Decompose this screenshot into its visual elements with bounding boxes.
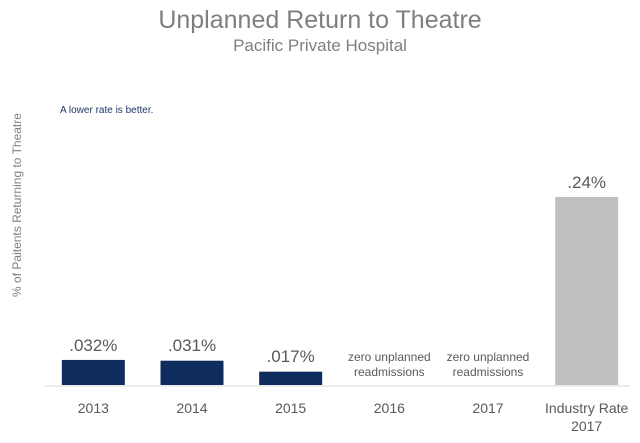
x-tick-label: 2017 xyxy=(472,400,504,416)
x-tick-label: 2015 xyxy=(275,400,307,416)
value-label: .24% xyxy=(567,172,607,192)
value-note: zero unplanned readmissions xyxy=(446,350,530,379)
x-tick-label: 2014 xyxy=(176,400,208,416)
annotation: A lower rate is better. xyxy=(60,105,154,116)
bar xyxy=(160,360,224,385)
bar xyxy=(259,371,323,385)
y-axis-label: % of Paitents Returning to Theatre xyxy=(10,113,24,297)
value-label: .017% xyxy=(266,347,315,367)
value-label: .032% xyxy=(69,335,118,355)
bar xyxy=(61,359,125,385)
x-tick-label: Industry Rate 2017 xyxy=(545,400,629,434)
chart-subtitle: Pacific Private Hospital xyxy=(233,36,407,55)
value-label: .031% xyxy=(167,336,217,356)
chart-title: Unplanned Return to Theatre xyxy=(158,6,482,34)
x-tick-label: 2016 xyxy=(373,400,405,416)
value-note: zero unplanned readmissions xyxy=(347,350,431,379)
x-tick-label: 2013 xyxy=(77,400,109,416)
bar xyxy=(555,197,619,385)
